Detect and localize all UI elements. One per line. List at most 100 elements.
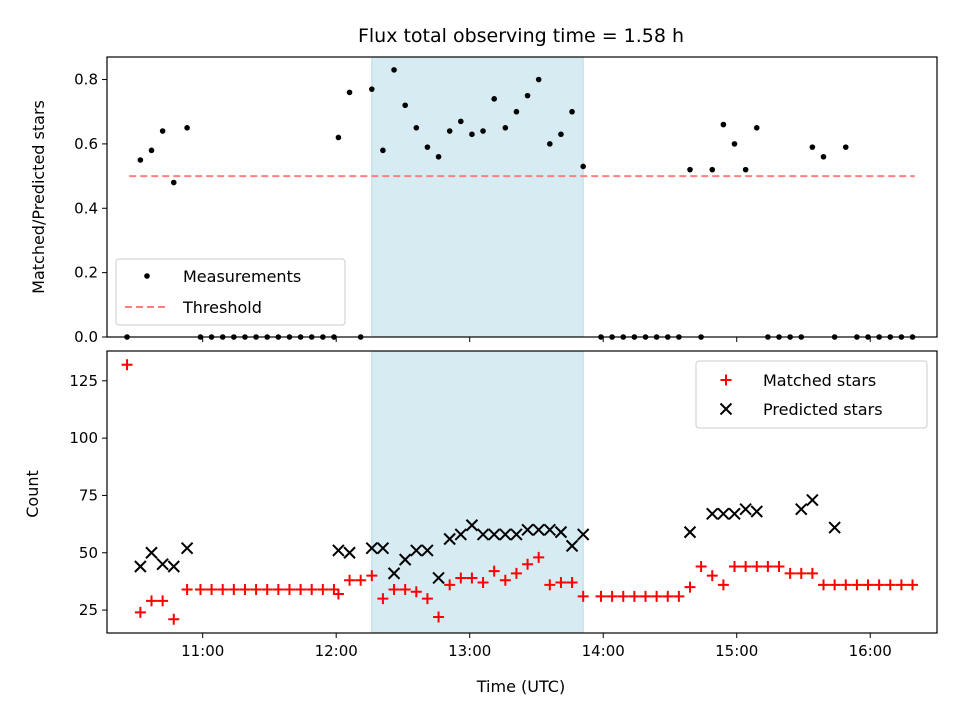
matched-star-point	[344, 574, 356, 586]
matched-star-point	[433, 611, 445, 623]
predicted-star-point	[167, 560, 180, 573]
y-tick-label: 75	[79, 486, 98, 504]
matched-star-point	[377, 593, 389, 605]
matched-star-point	[306, 583, 318, 595]
matched-star-point	[651, 590, 663, 602]
measurement-point	[435, 153, 442, 160]
axes-frame	[106, 350, 938, 634]
legend-label-matched: Matched stars	[763, 371, 876, 390]
matched-star-point	[829, 579, 841, 591]
predicted-star-point	[750, 505, 763, 518]
matched-star-point	[466, 572, 478, 584]
predicted-star-point	[387, 567, 401, 580]
predicted-star-point	[332, 544, 345, 557]
measurement-point	[380, 147, 386, 154]
legend-label-predicted: Predicted stars	[763, 400, 883, 419]
predicted-star-point	[487, 528, 501, 541]
measurement-point	[569, 108, 575, 115]
legend-marker-measurements	[144, 273, 150, 279]
predicted-star-point	[465, 519, 479, 532]
legend-label-threshold: Threshold	[182, 298, 262, 317]
predicted-star-point	[398, 553, 412, 566]
matched-star-point	[695, 561, 707, 573]
matched-star-point	[795, 567, 807, 579]
legend-top: Measurements Threshold	[115, 258, 346, 326]
measurement-point	[524, 92, 531, 99]
matched-star-point	[895, 579, 907, 591]
predicted-star-point	[421, 544, 434, 557]
measurement-point	[720, 121, 727, 128]
measurement-point	[535, 76, 542, 83]
legend-box	[115, 258, 346, 326]
measurement-point	[687, 166, 693, 173]
measurement-point	[391, 67, 397, 73]
matched-star-point	[706, 570, 718, 582]
matched-star-point	[673, 590, 685, 602]
matched-star-point	[488, 565, 500, 577]
bottom-xlabel: Time (UTC)	[476, 677, 565, 696]
matched-star-point	[510, 567, 522, 579]
matched-star-point	[740, 561, 752, 573]
matched-star-point	[717, 579, 729, 591]
matched-star-point	[751, 561, 763, 573]
predicted-star-point	[134, 560, 147, 573]
matched-star-point	[261, 583, 273, 595]
measurement-point	[159, 128, 166, 134]
measurement-point	[580, 163, 586, 170]
matched-star-point	[206, 583, 218, 595]
x-tick-label: 15:00	[715, 642, 758, 660]
matched-star-point	[522, 558, 534, 570]
predicted-star-point	[828, 521, 841, 534]
matched-star-point	[606, 590, 618, 602]
predicted-star-point	[410, 544, 423, 557]
legend-marker-predicted	[719, 402, 733, 416]
measurement-point	[558, 131, 564, 138]
measurement-point	[137, 157, 144, 163]
legend-marker-matched	[720, 374, 732, 386]
predicted-star-point	[476, 528, 490, 541]
matched-star-point	[840, 579, 852, 591]
matched-star-point	[295, 583, 307, 595]
matched-star-point	[388, 583, 400, 595]
matched-star-point	[217, 583, 229, 595]
matched-star-point	[272, 583, 284, 595]
measurement-point	[709, 166, 716, 173]
matched-star-point	[228, 583, 240, 595]
y-tick-label: 25	[79, 601, 98, 619]
measurement-point	[742, 166, 749, 173]
x-tick-label: 14:00	[582, 642, 625, 660]
matched-star-point	[818, 579, 830, 591]
chart-title: Flux total observing time = 1.58 h	[358, 25, 684, 47]
matched-star-point	[762, 561, 774, 573]
predicted-star-point	[554, 525, 568, 539]
top-panel: 0.0 0.2 0.4 0.6 0.8 Measurements Threshold	[74, 56, 938, 346]
bottom-panel: 25 50 75 100 125 11:00 12:00 13:00 14:00 15:00 16:…	[69, 350, 938, 660]
predicted-star-point	[156, 558, 169, 571]
bottom-ylabel: Count	[23, 470, 42, 518]
measurement-point	[469, 131, 475, 138]
matched-star-point	[499, 574, 511, 586]
matched-star-point	[628, 590, 640, 602]
predicted-star-point	[521, 523, 534, 537]
matched-star-point	[544, 579, 556, 591]
predicted-star-point	[432, 571, 445, 585]
matched-star-point	[907, 579, 919, 591]
predicted-star-point	[795, 502, 808, 516]
predicted-star-point	[683, 525, 697, 539]
matched-star-point	[421, 593, 433, 605]
predicted-star-point	[365, 541, 379, 555]
predicted-star-point	[717, 507, 730, 520]
y-tick-label: 0.6	[74, 135, 98, 153]
matched-star-point	[157, 595, 169, 607]
predicted-star-point	[739, 502, 752, 516]
measurement-point	[842, 144, 849, 150]
matched-star-point	[455, 572, 467, 584]
x-tick-label: 12:00	[315, 642, 358, 660]
measurement-point	[547, 141, 553, 147]
y-tick-label: 0.0	[74, 328, 98, 346]
y-tick-label: 50	[79, 544, 98, 562]
matched-star-point	[595, 590, 607, 602]
y-tick-label: 0.8	[74, 71, 98, 89]
measurement-point	[446, 128, 453, 134]
